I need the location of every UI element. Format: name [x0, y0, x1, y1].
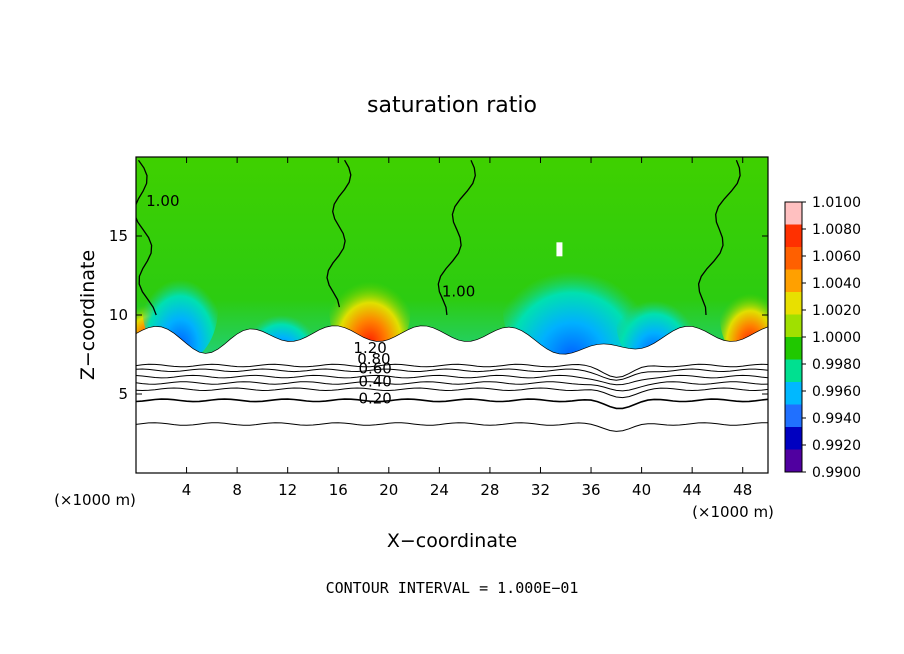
contour-label: 0.80: [357, 350, 390, 368]
x-axis: 4 8 12 16 20 24 28 32 36 40 44 48: [182, 157, 752, 499]
contour-interval-note: CONTOUR INTERVAL = 1.000E−01: [326, 579, 579, 597]
contour-label: 1.00: [146, 192, 179, 210]
colorbar-swatch: [785, 449, 802, 473]
colorbar-label: 0.9900: [812, 465, 861, 481]
colorbar-swatch: [785, 224, 802, 248]
contour-label: 0.60: [358, 360, 391, 378]
colorbar-label: 1.0040: [812, 276, 861, 292]
x-tick-label: 48: [733, 481, 752, 499]
contour-line: [136, 363, 768, 378]
contour-label: 0.20: [358, 390, 391, 408]
contour-labels: 1.00 1.00 1.200.800.600.400.20: [146, 192, 475, 407]
x-tick-label: 32: [531, 481, 550, 499]
colorbar-label: 1.0100: [812, 195, 861, 211]
contour-line: [136, 398, 768, 410]
x-unit-right: (×1000 m): [692, 503, 774, 521]
colorbar-swatch: [785, 314, 802, 338]
x-tick-label: 24: [430, 481, 449, 499]
cloud-region: [136, 326, 768, 473]
contour-line: [136, 381, 768, 392]
x-tick-label: 44: [683, 481, 702, 499]
colorbar-label: 1.0060: [812, 249, 861, 265]
colorbar-swatch: [785, 292, 802, 315]
x-tick-label: 40: [632, 481, 651, 499]
white-patch: [556, 242, 563, 257]
colorbar-swatch: [785, 269, 802, 293]
colorbar-swatch: [785, 382, 802, 405]
x-tick-label: 8: [232, 481, 242, 499]
contour-line-1-00: [697, 159, 741, 316]
colorbar-swatch: [785, 427, 802, 450]
x-unit-left: (×1000 m): [54, 491, 136, 509]
contour-label: 0.40: [358, 372, 391, 390]
y-tick-label: 10: [109, 306, 128, 324]
cloud-layer: [136, 325, 768, 473]
colorbar-swatch: [785, 404, 802, 428]
x-tick-label: 28: [480, 481, 499, 499]
colorbar-label: 0.9960: [812, 384, 861, 400]
y-tick-label: 5: [118, 385, 128, 403]
contour-label: 1.20: [353, 339, 386, 357]
colorbar-label: 0.9980: [812, 357, 861, 373]
x-axis-label: X−coordinate: [387, 530, 517, 552]
contour-line: [136, 368, 768, 381]
x-tick-label: 20: [379, 481, 398, 499]
colorbar-swatch: [785, 202, 802, 225]
chart-title: saturation ratio: [367, 93, 537, 118]
colorbar-label: 0.9940: [812, 411, 861, 427]
y-axis: 5 10 15: [109, 227, 768, 403]
colorbar-label: 1.0000: [812, 330, 861, 346]
y-tick-label: 15: [109, 227, 128, 245]
contour-line-1-00: [437, 159, 476, 316]
contour-lines: [136, 159, 768, 432]
contour-line: [136, 422, 768, 432]
contour-line-1-00: [326, 159, 352, 308]
x-tick-label: 36: [581, 481, 600, 499]
colorbar-swatch: [785, 247, 802, 270]
x-tick-label: 4: [182, 481, 192, 499]
colorbar: 1.0100 1.0080 1.0060 1.0040 1.0020 1.0000 0.99…: [784, 195, 861, 481]
contour-line: [136, 374, 768, 386]
colorbar-label: 1.0080: [812, 222, 861, 238]
plot-area: 1.00 1.00 1.200.800.600.400.20: [136, 157, 768, 473]
contour-label: 1.00: [442, 282, 475, 300]
contour-line: [136, 387, 768, 399]
colorbar-swatch: [785, 337, 802, 360]
colorbar-swatch: [785, 359, 802, 383]
y-axis-label: Z−coordinate: [77, 250, 99, 380]
colorbar-label: 1.0020: [812, 303, 861, 319]
contour-line-1-00: [136, 159, 157, 316]
x-tick-label: 12: [278, 481, 297, 499]
x-tick-label: 16: [329, 481, 348, 499]
colorbar-label: 0.9920: [812, 438, 861, 454]
